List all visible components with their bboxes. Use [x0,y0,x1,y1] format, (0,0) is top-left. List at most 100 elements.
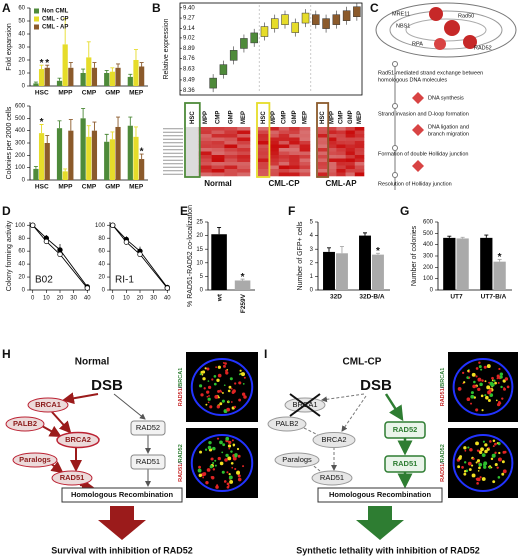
panel-letters: A B C D E F G H I [2,1,409,361]
x-tick-label: 30 [70,296,77,302]
focus [463,472,467,476]
focus [205,403,208,406]
error-bar [133,49,138,60]
heat-cell [318,134,328,138]
panel-i: CML-CP DSB BRCA1 PALB2 BRCA2 Paralogs RA… [267,357,480,555]
heat-cell [186,127,200,131]
focus [486,385,491,390]
heat-cell [211,155,225,159]
outcome-label: Homologous Recombination [329,490,432,499]
bar [62,44,68,86]
x-tick-label: 32D-B/A [359,294,385,301]
point [123,239,130,245]
heat-cell [289,144,300,149]
bar [80,118,86,180]
step-label: branch migration [428,131,469,137]
heat-cell [258,148,269,152]
focus [237,477,242,482]
dna-icon [412,124,424,136]
bar [133,60,139,86]
annotation: * [140,147,144,158]
big-arrow [356,506,404,540]
highlight [316,102,330,178]
focus [207,401,210,404]
heat-cell [345,169,356,173]
focus [221,392,224,394]
focus [238,381,242,385]
focus [228,400,230,403]
heat-cell [289,155,300,159]
panel-letter: I [264,347,267,361]
line [32,224,88,289]
point [30,222,36,228]
heat-cell [278,144,290,149]
x-tick-label: UT7 [450,294,463,301]
heat-cell [224,148,238,152]
heat-cell [258,141,269,145]
node-label: BRCA2 [65,435,91,444]
panel-letter: G [400,204,409,218]
focus [470,391,474,395]
focus [204,472,207,475]
heat-cell [299,127,311,131]
heat-cell [345,141,356,145]
bar [115,126,121,180]
focus [497,457,502,462]
error-bar [81,68,86,73]
focus [198,465,201,469]
node-label: BRCA1 [35,400,61,409]
heat-cell [198,130,212,135]
box [342,10,351,21]
legend-swatch [34,16,39,22]
pathway-node [392,172,398,178]
node-label: RAD51 [60,473,85,482]
heat-cell [336,148,346,152]
node-label: RAD52 [136,423,160,432]
highlight [184,102,201,178]
heat-cell [318,137,328,142]
line [32,224,88,288]
panel-sublabel: B02 [35,275,53,286]
focus [226,407,231,412]
heat-cell [336,162,346,166]
focus [223,480,227,483]
focus [481,409,484,412]
focus [228,473,231,476]
heat-cell [198,141,212,145]
heat-cell [186,130,200,135]
node [130,420,166,436]
heat-cell [345,165,356,170]
focus [211,378,214,381]
focus [483,461,488,466]
focus [498,451,501,455]
heat-cell [224,137,238,142]
focus [475,441,479,446]
focus [489,393,494,398]
heat-cell [327,144,337,149]
error-bar [57,77,62,81]
heat-cell [318,165,328,170]
panel-letter: A [2,1,11,15]
focus [463,470,467,473]
x-tick-label: 0 [111,296,115,302]
point [137,251,143,258]
focus [232,456,237,461]
focus [226,471,229,474]
heat-cell [336,137,346,142]
heat-cell [299,169,311,173]
error-bar [86,41,91,58]
heat-cell [354,141,365,145]
focus [227,456,232,461]
point [57,251,63,258]
heat-cell [278,165,290,170]
nucleus-outline [452,358,514,416]
error-bar [363,232,368,236]
focus [209,465,213,469]
heat-cell [299,151,311,156]
conclusion: Survival with inhibition of RAD52 [51,545,193,555]
heat-cell [211,169,225,173]
annotation: * [45,58,49,69]
focus [222,443,226,447]
bar [104,73,110,86]
node [274,452,320,468]
